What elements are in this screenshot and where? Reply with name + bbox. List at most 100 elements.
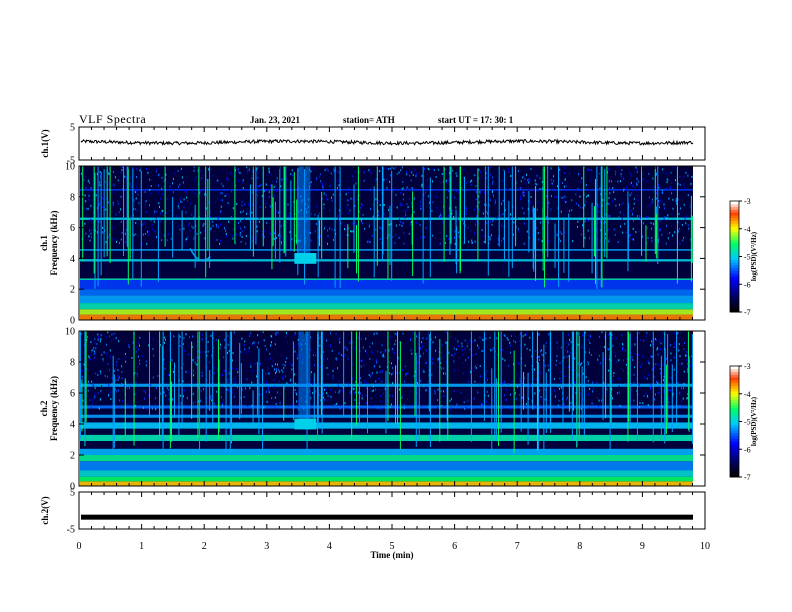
noise-pixel [242,181,244,184]
noise-pixel [109,369,111,372]
noise-pixel [410,202,412,205]
noise-pixel [394,343,396,346]
noise-pixel [529,179,531,182]
noise-pixel [256,230,258,233]
noise-pixel [145,226,147,229]
noise-pixel [653,366,655,369]
noise-pixel [247,404,249,407]
noise-pixel [149,204,150,207]
colorbar-swatch [730,273,739,277]
noise-pixel [523,242,525,245]
noise-pixel [639,217,641,220]
noise-pixel [522,335,524,338]
noise-pixel [371,350,373,353]
noise-pixel [279,370,281,373]
noise-pixel [633,373,635,376]
noise-pixel [588,219,590,222]
noise-pixel [523,194,525,197]
noise-pixel [111,226,113,229]
noise-pixel [606,384,608,387]
noise-pixel [587,169,589,172]
noise-pixel [283,387,285,390]
noise-pixel [294,382,296,385]
noise-pixel [94,338,96,341]
noise-pixel [90,354,92,356]
noise-pixel [234,383,236,386]
noise-pixel [149,178,151,181]
noise-pixel [137,366,139,368]
noise-pixel [211,220,213,223]
noise-pixel [435,349,437,352]
colorbar-swatch [730,292,739,296]
noise-pixel [294,350,296,353]
noise-pixel [608,168,610,171]
noise-pixel [597,238,599,241]
noise-pixel [362,222,364,225]
noise-pixel [333,170,335,173]
noise-pixel [485,377,487,379]
noise-pixel [286,178,288,180]
noise-pixel [179,183,181,186]
noise-pixel [460,186,462,189]
noise-pixel [320,399,322,402]
noise-pixel [263,339,265,342]
noise-pixel [268,388,270,391]
noise-pixel [675,197,677,200]
noise-pixel [127,403,129,406]
noise-pixel [330,172,332,175]
noise-pixel [200,390,202,393]
noise-pixel [246,166,248,169]
noise-pixel [432,358,434,361]
colorbar-swatch [730,382,739,386]
noise-pixel [666,216,668,219]
noise-pixel [400,169,402,172]
noise-pixel [670,389,671,392]
noise-pixel [654,338,656,341]
colorbar-swatch [730,220,739,224]
noise-pixel [88,181,90,184]
noise-pixel [85,186,87,189]
noise-pixel [608,214,610,217]
noise-pixel [421,197,423,200]
spectral-band [80,448,693,455]
noise-pixel [454,353,456,356]
noise-pixel [361,203,363,206]
noise-pixel [94,395,96,398]
noise-pixel [186,200,188,202]
noise-pixel [320,235,321,238]
colorbar-swatch [730,366,739,370]
noise-pixel [280,225,282,228]
noise-pixel [220,239,221,242]
noise-pixel [260,184,262,187]
noise-pixel [575,392,577,395]
spectral-band [80,303,693,310]
noise-pixel [510,335,512,337]
noise-pixel [186,238,188,241]
noise-pixel [354,205,356,208]
noise-pixel [277,363,278,366]
noise-pixel [455,172,457,175]
noise-pixel [326,167,328,170]
noise-pixel [169,185,171,188]
noise-pixel [659,186,661,189]
noise-pixel [427,185,429,188]
noise-pixel [281,369,283,372]
noise-pixel [106,375,108,378]
noise-pixel [102,231,104,234]
noise-pixel [186,241,188,244]
noise-pixel [327,395,329,398]
noise-pixel [228,388,230,391]
noise-pixel [448,190,450,192]
noise-pixel [170,237,172,240]
noise-pixel [474,208,475,211]
noise-pixel [194,192,196,195]
noise-pixel [272,405,274,407]
noise-pixel [650,344,651,347]
noise-pixel [196,233,198,235]
noise-pixel [247,169,249,172]
noise-pixel [105,241,107,244]
noise-pixel [619,379,621,381]
noise-pixel [657,391,659,394]
noise-pixel [673,332,675,335]
noise-pixel [224,189,226,192]
